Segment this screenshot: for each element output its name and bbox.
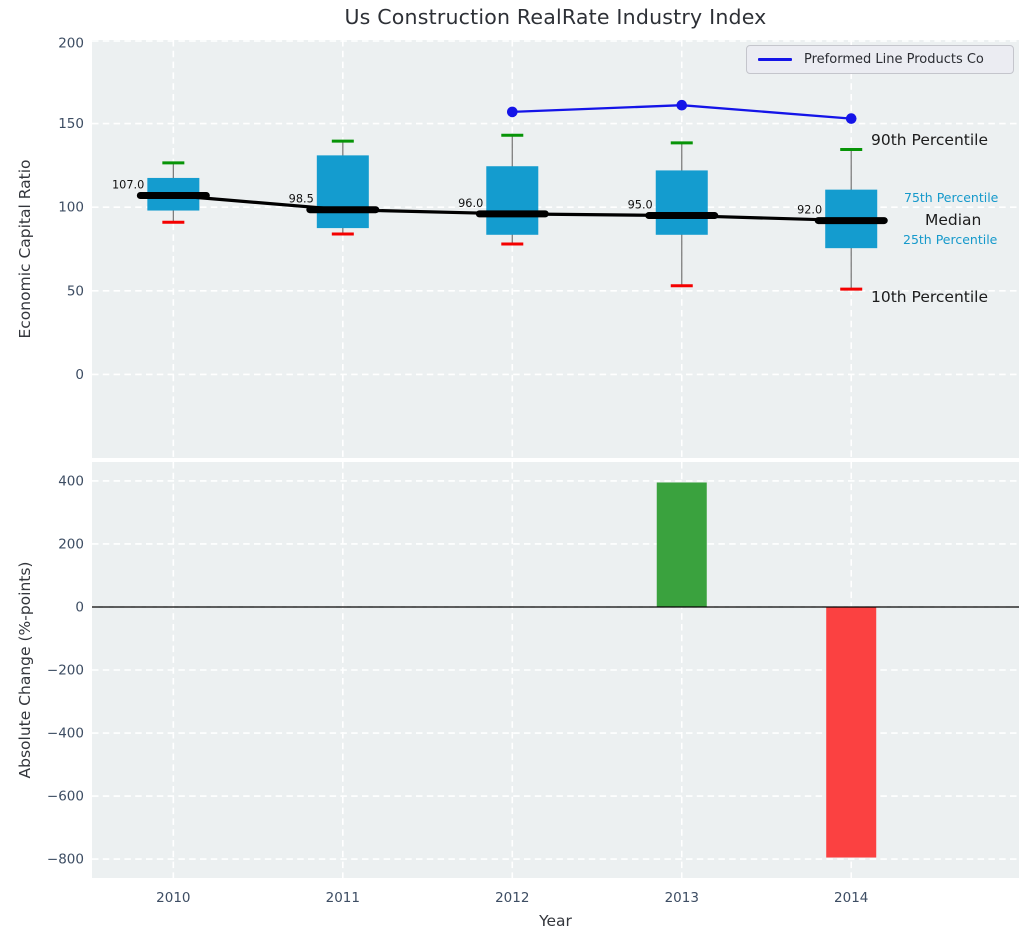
x-axis-label: Year (539, 912, 572, 930)
median-value-label-2013: 95.0 (628, 199, 653, 212)
top-y-axis-label: Economic Capital Ratio (16, 159, 34, 339)
company-point-2012 (506, 106, 518, 118)
annotation-75th-percentile: 75th Percentile (904, 190, 999, 205)
box-2013 (655, 170, 708, 235)
annotation-25th-percentile: 25th Percentile (903, 232, 998, 247)
top-ytick-50: 50 (67, 283, 84, 299)
xtick-2014: 2014 (834, 890, 868, 906)
box-2012 (486, 166, 539, 235)
top-axes-background (92, 40, 1019, 458)
annotation-10th-percentile: 10th Percentile (871, 288, 989, 306)
xtick-2012: 2012 (495, 890, 529, 906)
bottom-y-axis-label: Absolute Change (%-points) (16, 561, 34, 779)
annotation-median: Median (925, 211, 982, 229)
xtick-2010: 2010 (156, 890, 190, 906)
top-ytick-150: 150 (58, 116, 84, 132)
top-ytick-100: 100 (58, 200, 84, 216)
bottom-axes-background (92, 462, 1019, 878)
box-2011 (316, 155, 369, 229)
company-point-2014 (845, 113, 857, 124)
bar-2014 (826, 606, 877, 858)
top-ytick-200: 200 (58, 36, 84, 52)
company-point-2013 (676, 99, 688, 111)
xtick-2011: 2011 (326, 890, 360, 906)
bottom-ytick--800: −800 (47, 852, 84, 868)
bottom-ytick-400: 400 (58, 473, 84, 489)
top-ytick-0: 0 (75, 367, 84, 383)
bottom-ytick-0: 0 (75, 599, 84, 615)
chart-title: Us Construction RealRate Industry Index (344, 5, 767, 29)
bottom-ytick--200: −200 (47, 663, 84, 679)
xtick-2013: 2013 (665, 890, 699, 906)
bottom-ytick--400: −400 (47, 726, 84, 742)
legend-line-sample (758, 58, 792, 61)
median-value-label-2011: 98.5 (289, 193, 314, 206)
bottom-ytick--600: −600 (47, 789, 84, 805)
bar-2013 (656, 482, 707, 607)
median-value-label-2012: 96.0 (458, 197, 483, 210)
bottom-ytick-200: 200 (58, 536, 84, 552)
annotation-90th-percentile: 90th Percentile (871, 131, 989, 149)
median-value-label-2010: 107.0 (112, 178, 144, 191)
legend: Preformed Line Products Co (746, 45, 1014, 74)
median-value-label-2014: 92.0 (797, 204, 822, 217)
legend-label: Preformed Line Products Co (804, 52, 984, 67)
